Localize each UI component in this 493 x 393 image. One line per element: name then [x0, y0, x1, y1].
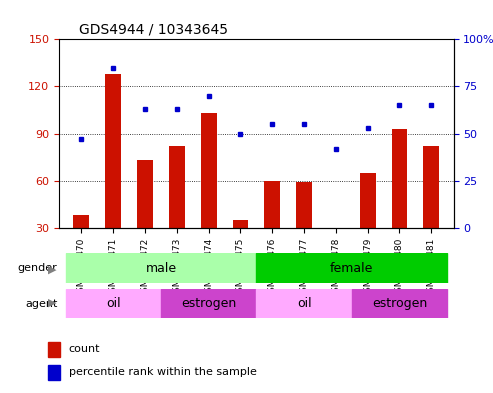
Bar [296, 182, 312, 228]
Text: estrogen: estrogen [181, 297, 236, 310]
Text: oil: oil [297, 297, 312, 310]
Bar [137, 160, 153, 228]
Text: GDS4944 / 10343645: GDS4944 / 10343645 [79, 23, 228, 37]
Text: estrogen: estrogen [372, 297, 427, 310]
Bar [48, 365, 60, 380]
Bar [201, 113, 216, 228]
Bar [360, 173, 376, 228]
Text: ▶: ▶ [47, 298, 56, 308]
Bar [352, 289, 447, 318]
Text: percentile rank within the sample: percentile rank within the sample [69, 367, 257, 377]
Bar [256, 253, 447, 283]
Bar [66, 289, 161, 318]
Text: gender: gender [18, 263, 58, 273]
Bar [66, 253, 256, 283]
Text: count: count [69, 344, 100, 354]
Text: oil: oil [106, 297, 121, 310]
Text: female: female [330, 262, 374, 275]
Bar [391, 129, 407, 228]
Bar [161, 289, 256, 318]
Bar [423, 146, 439, 228]
Bar [48, 342, 60, 357]
Text: male: male [145, 262, 176, 275]
Bar [106, 74, 121, 228]
Bar [233, 220, 248, 228]
Bar [169, 146, 185, 228]
Bar [256, 289, 352, 318]
Text: ▶: ▶ [47, 264, 56, 274]
Bar [73, 215, 89, 228]
Bar [264, 181, 280, 228]
Text: agent: agent [25, 299, 58, 309]
